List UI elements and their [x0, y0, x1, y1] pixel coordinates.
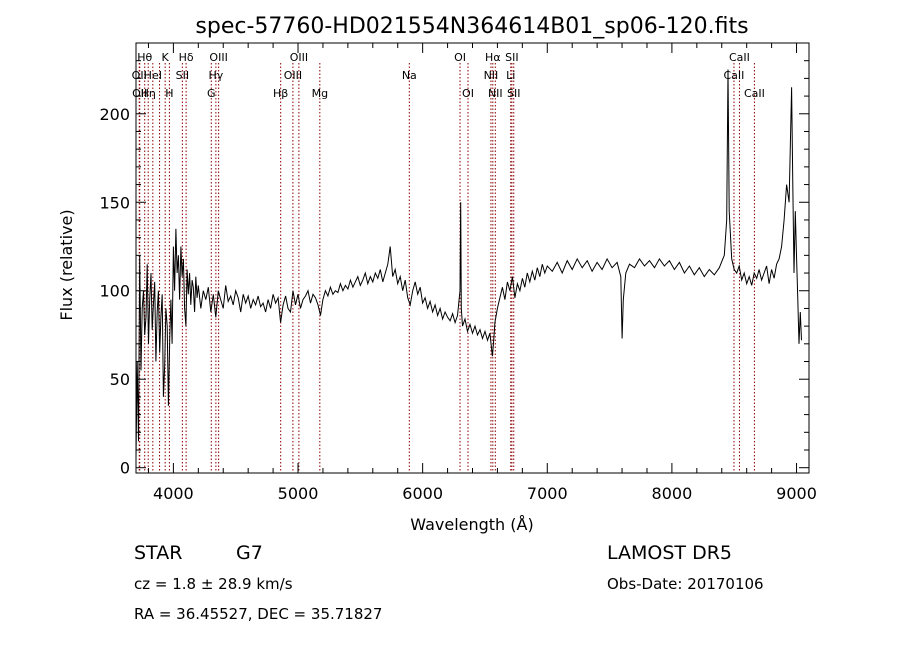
line-marker-label: OIII	[284, 69, 302, 82]
line-marker-label: SII	[507, 87, 520, 100]
line-marker-label: HeI	[144, 69, 162, 82]
line-marker-label: Hγ	[208, 69, 223, 82]
line-marker-labels: OIIOIIHθHηHeIKHSIIHδGHγOIIIHβOIIIOIIIMgN…	[132, 51, 765, 100]
y-tick-label: 0	[120, 459, 130, 478]
line-marker-label: CaII	[729, 51, 750, 64]
y-tick-label: 100	[99, 282, 130, 301]
redshift-text: cz = 1.8 ± 28.9 km/s	[134, 575, 293, 593]
line-marker-label: Hη	[141, 87, 156, 100]
line-marker-label: Hδ	[179, 51, 194, 64]
line-marker-label: NII	[484, 69, 499, 82]
x-tick-label: 7000	[527, 484, 568, 503]
line-marker-label: K	[162, 51, 170, 64]
y-tick-label: 200	[99, 105, 130, 124]
y-axis-ticks: 0 50 100 150 200	[99, 60, 809, 478]
line-marker-label: OII	[132, 69, 147, 82]
x-tick-label: 6000	[402, 484, 443, 503]
line-marker-label: Hα	[485, 51, 501, 64]
line-marker-label: Na	[402, 69, 417, 82]
x-tick-label: 5000	[278, 484, 319, 503]
coordinates: RA = 36.45527, DEC = 35.71827	[134, 605, 382, 623]
line-marker-label: OIII	[290, 51, 308, 64]
x-axis-ticks: 4000 5000 6000 7000 8000 9000	[147, 43, 817, 503]
survey-name: LAMOST DR5	[607, 542, 732, 564]
plot-frame	[135, 42, 810, 474]
line-marker-label: CaII	[744, 87, 765, 100]
spectrum-series	[135, 69, 802, 459]
line-marker-label: OI	[462, 87, 474, 100]
x-tick-label: 4000	[153, 484, 194, 503]
y-tick-label: 50	[110, 370, 130, 389]
line-marker-label: Hθ	[137, 51, 152, 64]
y-tick-label: 150	[99, 193, 130, 212]
x-axis-label: Wavelength (Å)	[410, 515, 533, 534]
x-tick-label: 9000	[776, 484, 817, 503]
line-marker-label: G	[207, 87, 216, 100]
y-axis-label: Flux (relative)	[57, 209, 76, 320]
x-tick-label: 8000	[652, 484, 693, 503]
line-marker-label: Li	[506, 69, 515, 82]
line-marker-label: Hβ	[273, 87, 288, 100]
line-marker-label: OIII	[209, 51, 227, 64]
object-class: STAR	[134, 542, 182, 564]
line-marker-label: NII	[488, 87, 503, 100]
object-subclass: G7	[236, 542, 263, 564]
obs-date: Obs-Date: 20170106	[607, 575, 764, 593]
line-markers	[138, 63, 755, 473]
chart-title: spec-57760-HD021554N364614B01_sp06-120.f…	[195, 14, 748, 39]
line-marker-label: SII	[505, 51, 518, 64]
line-marker-label: Mg	[312, 87, 328, 100]
line-marker-label: H	[165, 87, 173, 100]
line-marker-label: OI	[454, 51, 466, 64]
line-marker-label: SII	[176, 69, 189, 82]
line-marker-label: CaII	[724, 69, 745, 82]
